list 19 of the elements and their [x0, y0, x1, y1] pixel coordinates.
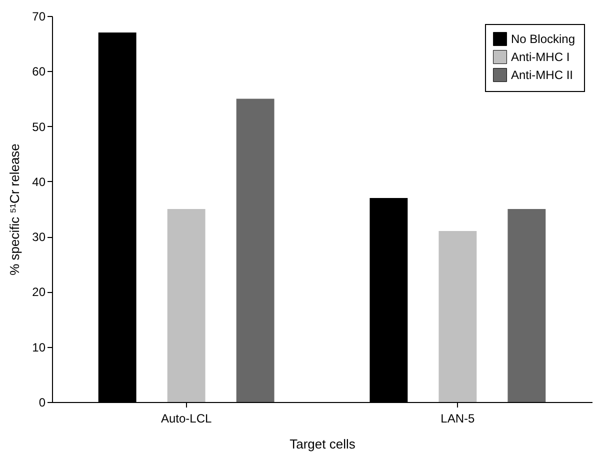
bar	[508, 209, 546, 402]
y-tick-label: 40	[32, 174, 46, 189]
legend-label: No Blocking	[511, 32, 576, 46]
bar	[236, 98, 274, 402]
y-tick-label: 30	[32, 230, 46, 244]
y-tick-label: 0	[38, 396, 46, 410]
legend-label: Anti-MHC II	[511, 68, 574, 82]
bar	[167, 209, 206, 402]
x-axis-title: Target cells	[290, 436, 356, 452]
y-axis-title: % specific ⁵¹Cr release	[7, 144, 22, 276]
bar	[438, 231, 477, 402]
y-tick-label: 10	[32, 340, 46, 354]
y-tick-label: 20	[32, 285, 46, 300]
x-tick-label: LAN-5	[440, 412, 476, 426]
y-tick-label: 50	[32, 120, 46, 134]
x-tick-label: Auto-LCL	[160, 412, 212, 426]
legend-label: Anti-MHC I	[511, 50, 570, 64]
y-tick-label: 60	[32, 64, 46, 79]
y-tick-label: 70	[32, 10, 46, 24]
